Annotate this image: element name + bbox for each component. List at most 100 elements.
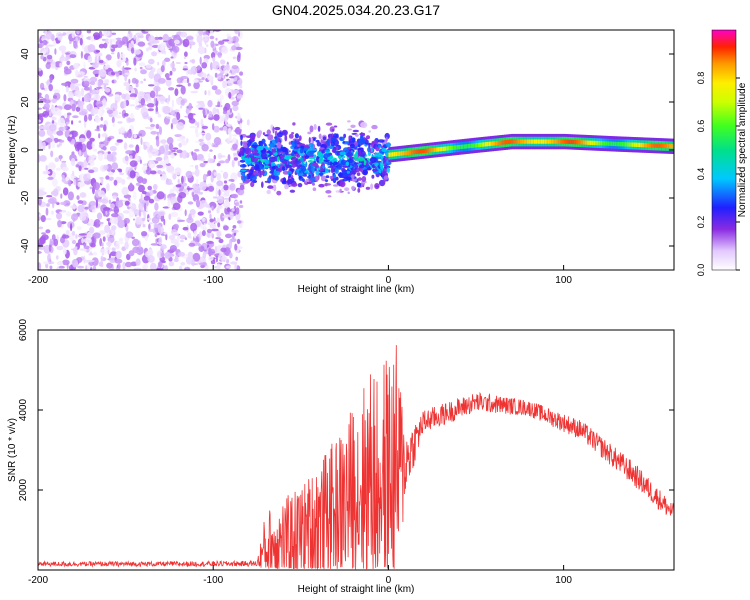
heatmap-cell xyxy=(199,56,202,65)
heatmap-cell xyxy=(133,34,137,40)
heatmap-cell xyxy=(188,102,192,111)
heatmap-cell xyxy=(263,143,267,147)
heatmap-cell xyxy=(193,81,200,90)
heatmap-cell xyxy=(268,143,275,147)
heatmap-cell xyxy=(327,156,334,159)
heatmap-cell xyxy=(156,267,161,270)
heatmap-cell xyxy=(46,195,53,198)
heatmap-cell xyxy=(220,247,227,253)
heatmap-cell xyxy=(220,170,224,173)
heatmap-cell xyxy=(201,144,209,152)
heatmap-cell xyxy=(287,170,292,176)
heatmap-cell xyxy=(199,181,207,191)
heatmap-cell xyxy=(69,54,77,59)
heatmap-cell xyxy=(88,169,95,174)
heatmap-cell xyxy=(179,265,183,270)
heatmap-cell xyxy=(274,175,280,181)
heatmap-cell xyxy=(217,101,221,108)
heatmap-cell xyxy=(50,210,54,215)
y-tick-label: 0 xyxy=(20,147,31,153)
heatmap-cell xyxy=(477,142,480,148)
heatmap-cell xyxy=(251,137,254,140)
heatmap-cell xyxy=(59,154,62,161)
heatmap-cell xyxy=(75,83,82,86)
heatmap-cell xyxy=(211,205,214,210)
heatmap-cell xyxy=(668,144,671,149)
heatmap-cell xyxy=(41,141,46,149)
heatmap-cell xyxy=(42,98,47,103)
heatmap-cell xyxy=(211,85,218,91)
heatmap-cell xyxy=(556,139,559,144)
heatmap-cell xyxy=(105,175,110,180)
heatmap-cell xyxy=(303,147,308,151)
heatmap-cell xyxy=(308,137,311,144)
y-tick-label: 40 xyxy=(20,48,31,60)
heatmap-cell xyxy=(476,143,479,148)
heatmap-cell xyxy=(444,146,447,151)
heatmap-cell xyxy=(76,226,82,231)
heatmap-cell xyxy=(623,142,626,147)
heatmap-cell xyxy=(250,181,255,188)
heatmap-cell xyxy=(330,136,337,143)
heatmap-cell xyxy=(182,226,189,231)
heatmap-cell xyxy=(189,43,192,49)
heatmap-cell xyxy=(338,172,343,178)
heatmap-cell xyxy=(377,139,385,143)
heatmap-cell xyxy=(127,206,130,209)
heatmap-cell xyxy=(54,157,59,162)
heatmap-cell xyxy=(56,245,64,251)
heatmap-cell xyxy=(131,236,135,239)
heatmap-cell xyxy=(190,164,194,167)
heatmap-cell xyxy=(324,183,332,186)
heatmap-cell xyxy=(81,237,84,244)
heatmap-cell xyxy=(77,200,84,204)
heatmap-cell xyxy=(38,119,41,123)
heatmap-cell xyxy=(356,182,361,188)
heatmap-cell xyxy=(197,46,206,55)
heatmap-cell xyxy=(38,67,42,72)
heatmap-cell xyxy=(170,123,173,130)
heatmap-cell xyxy=(157,113,162,118)
heatmap-cell xyxy=(516,139,519,144)
heatmap-cell xyxy=(236,94,243,99)
heatmap-cell xyxy=(124,200,130,206)
heatmap-cell xyxy=(68,179,72,187)
heatmap-cell xyxy=(149,118,153,123)
heatmap-cell xyxy=(253,142,257,146)
heatmap-cell xyxy=(115,37,122,40)
heatmap-cell xyxy=(125,261,132,268)
heatmap-cell xyxy=(666,143,670,149)
heatmap-cell xyxy=(398,151,402,156)
heatmap-cell xyxy=(546,139,549,144)
heatmap-cell xyxy=(554,139,558,144)
heatmap-cell xyxy=(347,128,352,131)
heatmap-cell xyxy=(150,123,156,128)
heatmap-cell xyxy=(208,248,216,256)
heatmap-cell xyxy=(211,61,220,70)
heatmap-cell xyxy=(46,54,53,60)
heatmap-cell xyxy=(307,175,311,179)
heatmap-cell xyxy=(274,130,278,137)
heatmap-cell xyxy=(195,126,199,136)
heatmap-cell xyxy=(380,155,383,162)
heatmap-cell xyxy=(616,141,619,147)
heatmap-cell xyxy=(176,77,183,84)
heatmap-cell xyxy=(486,141,489,147)
heatmap-cell xyxy=(245,155,248,158)
heatmap-cell xyxy=(153,223,159,228)
heatmap-cell xyxy=(148,45,153,51)
heatmap-cell xyxy=(233,152,237,156)
heatmap-cell xyxy=(210,30,214,36)
heatmap-cell xyxy=(195,104,201,109)
heatmap-cell xyxy=(89,85,92,92)
heatmap-cell xyxy=(549,139,552,144)
heatmap-cell xyxy=(176,149,183,154)
heatmap-cell xyxy=(231,100,239,107)
heatmap-cell xyxy=(341,167,346,172)
heatmap-cell xyxy=(170,110,175,115)
heatmap-cell xyxy=(113,206,120,214)
heatmap-cell xyxy=(324,149,331,153)
heatmap-cell xyxy=(334,168,339,174)
heatmap-cell xyxy=(169,193,177,197)
colorbar-tick-label: 0.0 xyxy=(696,264,706,277)
